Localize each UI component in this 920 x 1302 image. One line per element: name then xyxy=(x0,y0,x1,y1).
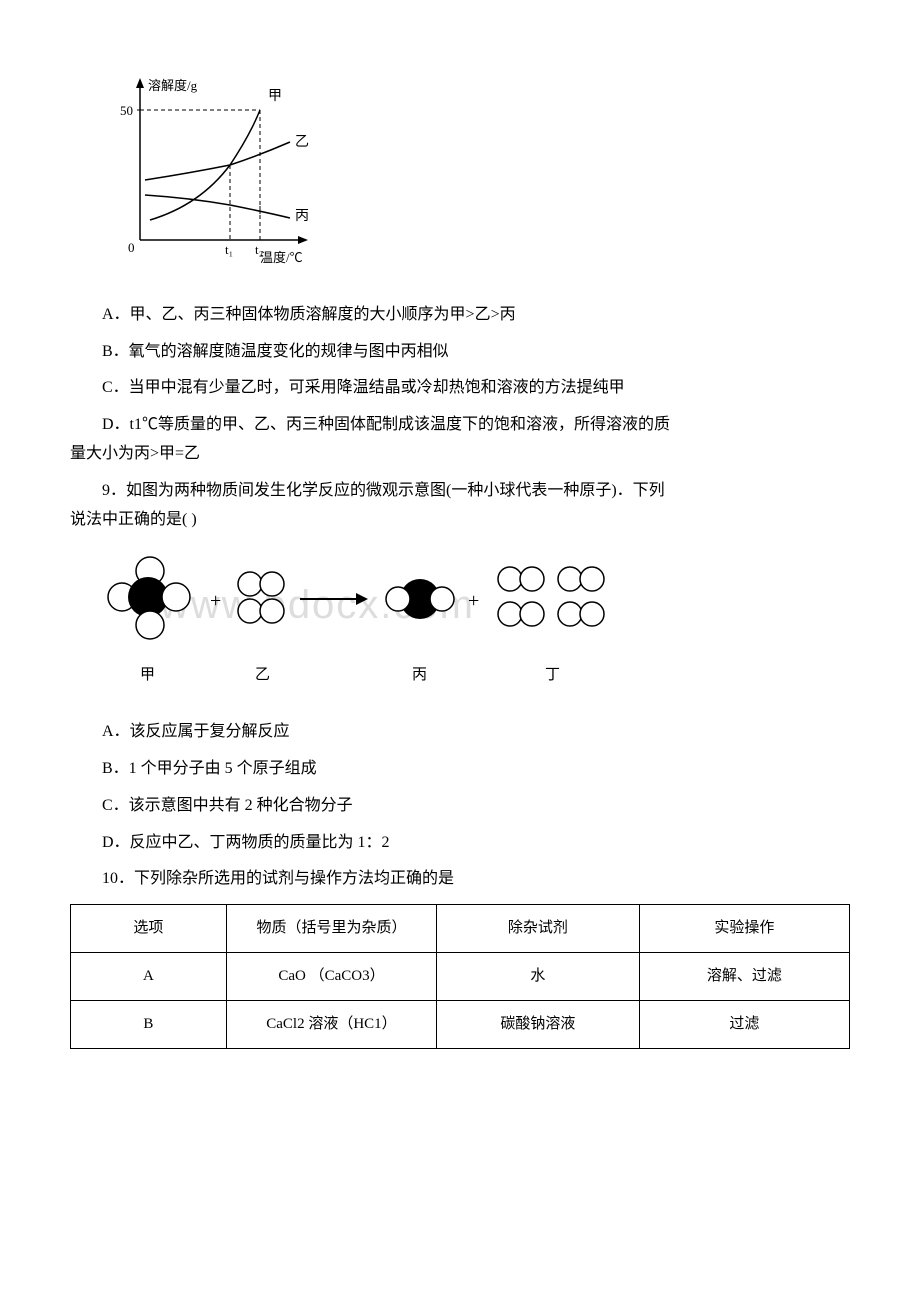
xtick-t2: t₂ xyxy=(255,242,263,257)
curve-label-a: 甲 xyxy=(268,89,282,104)
q8-option-b: B．氧气的溶解度随温度变化的规律与图中丙相似 xyxy=(70,338,850,367)
q9-option-d: D．反应中乙、丁两物质的质量比为 1：2 xyxy=(70,829,850,858)
curve-label-b: 乙 xyxy=(295,134,309,150)
q9-option-a: A．该反应属于复分解反应 xyxy=(70,718,850,747)
th-reagent: 除杂试剂 xyxy=(437,905,640,953)
table-header-row: 选项 物质（括号里为杂质） 除杂试剂 实验操作 xyxy=(71,905,850,953)
table-row: A CaO （CaCO3） 水 溶解、过滤 xyxy=(71,953,850,1001)
q10-table: 选项 物质（括号里为杂质） 除杂试剂 实验操作 A CaO （CaCO3） 水 … xyxy=(70,904,850,1049)
mol-label-a: 甲 xyxy=(140,667,155,683)
th-operation: 实验操作 xyxy=(639,905,849,953)
table-row: B CaCl2 溶液（HC1） 碳酸钠溶液 过滤 xyxy=(71,1001,850,1049)
q10-stem: 10．下列除杂所选用的试剂与操作方法均正确的是 xyxy=(70,865,850,894)
curve-label-c: 丙 xyxy=(295,209,309,224)
svg-text:0: 0 xyxy=(128,240,135,255)
svg-text:+: + xyxy=(468,590,479,612)
th-option: 选项 xyxy=(71,905,227,953)
reaction-diagram: www.bdocx.com + + xyxy=(100,549,850,710)
q9-stem: 9．如图为两种物质间发生化学反应的微观示意图(一种小球代表一种原子)．下列 说法… xyxy=(70,477,850,535)
th-substance: 物质（括号里为杂质） xyxy=(226,905,436,953)
q9-option-c: C．该示意图中共有 2 种化合物分子 xyxy=(70,792,850,821)
ytick-50: 50 xyxy=(120,103,133,118)
q8-option-c: C．当甲中混有少量乙时，可采用降温结晶或冷却热饱和溶液的方法提纯甲 xyxy=(70,374,850,403)
q9-option-b: B．1 个甲分子由 5 个原子组成 xyxy=(70,755,850,784)
mol-label-b: 乙 xyxy=(255,667,270,683)
xtick-t1: t₁ xyxy=(225,242,233,257)
y-axis-label: 溶解度/g xyxy=(148,78,198,93)
mol-label-d: 丁 xyxy=(545,667,560,683)
x-axis-label: 温度/℃ xyxy=(260,250,303,265)
solubility-chart: 溶解度/g 温度/℃ 0 50 t₁ t₂ 甲 乙 丙 xyxy=(110,70,850,281)
svg-text:+: + xyxy=(210,590,221,612)
q8-option-d: D．t1℃等质量的甲、乙、丙三种固体配制成该温度下的饱和溶液，所得溶液的质 量大… xyxy=(70,411,850,469)
q8-option-a: A．甲、乙、丙三种固体物质溶解度的大小顺序为甲>乙>丙 xyxy=(70,301,850,330)
mol-label-c: 丙 xyxy=(412,667,427,683)
